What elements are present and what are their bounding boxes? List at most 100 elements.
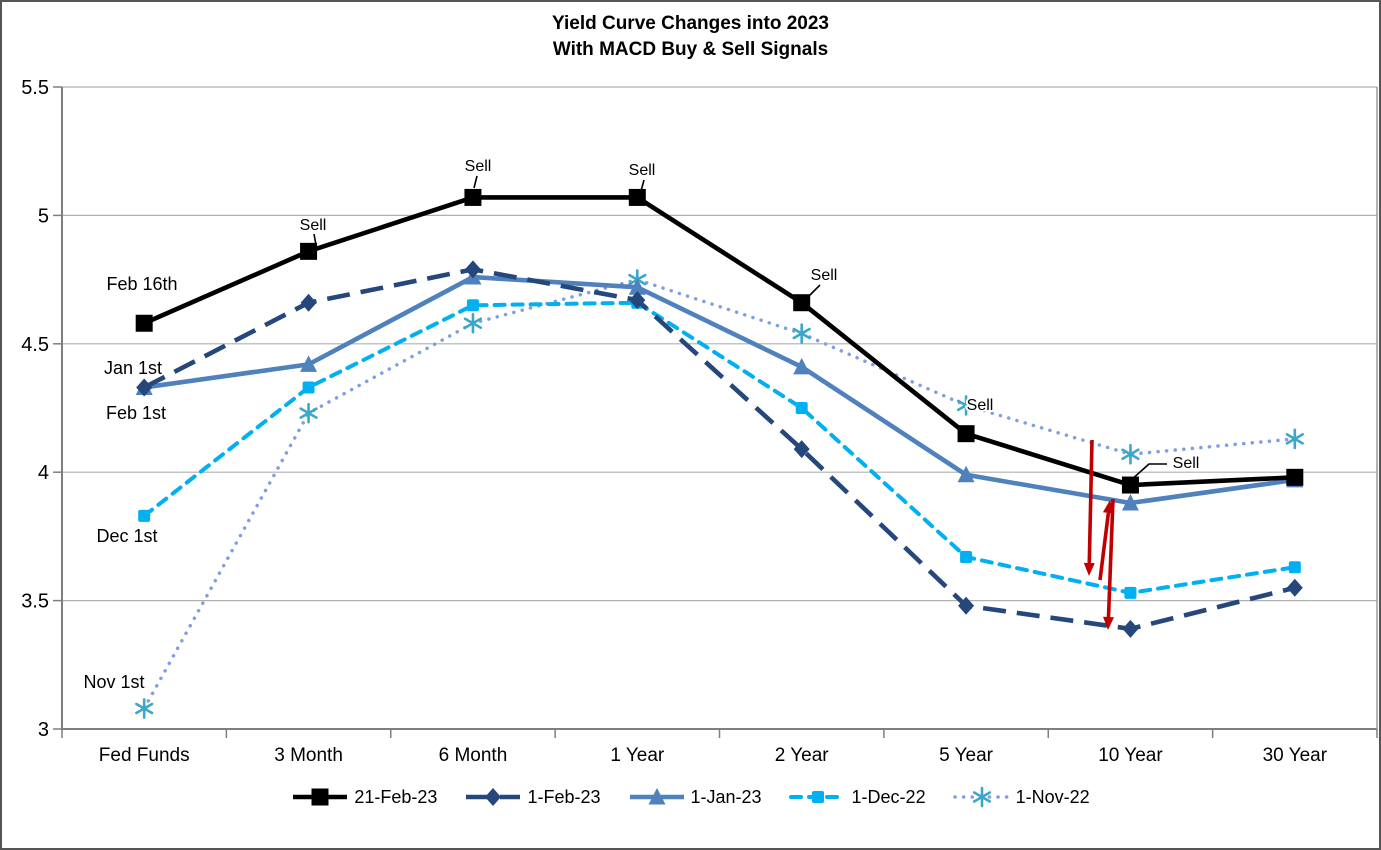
y-tick-label: 5 xyxy=(38,205,49,227)
data-point-marker xyxy=(302,381,315,394)
legend-marker-diamond-icon xyxy=(466,788,521,806)
sell-leader-line xyxy=(640,179,645,192)
series-1-Feb-23 xyxy=(136,260,1303,638)
data-point-marker xyxy=(793,294,811,312)
side-label: Dec 1st xyxy=(96,526,157,546)
side-label: Feb 16th xyxy=(106,274,177,294)
legend-label: 1-Dec-22 xyxy=(851,786,926,807)
legend-label: 1-Nov-22 xyxy=(1015,786,1090,807)
arrow-shaft xyxy=(1098,512,1111,581)
data-point-marker xyxy=(300,242,318,260)
data-point-marker xyxy=(1121,476,1139,494)
series-line xyxy=(143,267,1296,632)
data-point-marker xyxy=(485,788,502,806)
series-line xyxy=(142,277,1297,711)
x-tick-label: 6 Month xyxy=(439,745,508,766)
y-tick-label: 3.5 xyxy=(21,591,49,613)
series-line xyxy=(143,274,1296,506)
legend-label: 1-Jan-23 xyxy=(690,786,762,807)
legend-item-1-Dec-22: 1-Dec-22 xyxy=(788,785,926,809)
series-line xyxy=(142,300,1297,595)
data-point-marker xyxy=(136,378,153,397)
legend-label: 21-Feb-23 xyxy=(354,786,438,807)
data-point-marker xyxy=(648,788,665,805)
side-label: Jan 1st xyxy=(104,358,162,378)
legend-label: 1-Feb-23 xyxy=(527,786,601,807)
sell-label: Sell xyxy=(811,267,838,284)
data-point-marker xyxy=(1124,586,1137,599)
chart-title-line1: Yield Curve Changes into 2023 xyxy=(552,13,829,34)
data-point-marker xyxy=(1122,619,1139,638)
chart-title-line2: With MACD Buy & Sell Signals xyxy=(552,39,829,60)
sell-label: Sell xyxy=(300,217,327,234)
data-point-marker xyxy=(300,355,318,372)
legend-marker-triangle-icon xyxy=(629,788,684,805)
sell-leader-line xyxy=(1129,463,1167,482)
chart-title: Yield Curve Changes into 2023 With MACD … xyxy=(2,11,1379,63)
series-1-Nov-22 xyxy=(135,269,1304,719)
series-line xyxy=(143,195,1295,488)
arrow-shaft xyxy=(1106,498,1115,618)
data-point-marker xyxy=(972,791,991,803)
x-tick-label: 1 Year xyxy=(610,745,665,766)
data-point-marker xyxy=(960,550,973,563)
x-tick-label: 10 Year xyxy=(1098,745,1163,766)
data-point-marker xyxy=(1288,561,1301,574)
data-point-marker xyxy=(463,317,483,330)
legend-marker-asterisk-icon xyxy=(952,786,1011,808)
data-point-marker xyxy=(958,596,975,615)
y-tick-label: 3 xyxy=(38,719,49,741)
sell-leader-line xyxy=(473,175,478,189)
data-point-marker xyxy=(792,327,811,340)
data-point-marker xyxy=(1286,578,1303,597)
x-tick-label: 2 Year xyxy=(775,745,830,766)
data-point-marker xyxy=(138,509,151,522)
data-point-marker xyxy=(135,314,153,332)
legend-marker-square-small-icon xyxy=(788,791,847,803)
x-tick-label: 5 Year xyxy=(939,745,994,766)
x-tick-label: 30 Year xyxy=(1263,745,1328,766)
arrow-head xyxy=(1102,616,1114,630)
x-tick-label: 3 Month xyxy=(274,745,343,766)
series-1-Dec-22 xyxy=(138,296,1301,599)
macd-signal-arrow xyxy=(1102,498,1115,630)
legend-item-1-Feb-23: 1-Feb-23 xyxy=(464,785,601,809)
data-point-marker xyxy=(464,260,481,279)
y-tick-label: 5.5 xyxy=(21,77,49,99)
data-point-marker xyxy=(300,293,317,312)
arrow-shaft xyxy=(1087,439,1094,564)
sell-label: Sell xyxy=(1173,455,1200,472)
data-point-marker xyxy=(629,291,646,310)
data-point-marker xyxy=(957,425,975,443)
data-point-marker xyxy=(793,357,811,375)
data-point-marker xyxy=(299,407,318,419)
legend-item-1-Jan-23: 1-Jan-23 xyxy=(628,785,762,809)
sell-label: Sell xyxy=(629,162,656,179)
data-point-marker xyxy=(793,440,810,459)
data-point-marker xyxy=(956,399,976,412)
data-point-marker xyxy=(1121,494,1139,511)
data-point-marker xyxy=(1286,468,1304,486)
data-point-marker xyxy=(811,791,824,803)
arrow-head xyxy=(1083,562,1095,576)
series-21-Feb-23 xyxy=(135,188,1304,494)
x-tick-label: Fed Funds xyxy=(99,745,190,766)
legend-item-21-Feb-23: 21-Feb-23 xyxy=(291,785,437,809)
sell-leader-line xyxy=(807,284,821,298)
y-tick-label: 4 xyxy=(38,462,49,484)
data-point-marker xyxy=(1285,433,1304,445)
side-label: Feb 1st xyxy=(106,403,166,423)
sell-leader-line xyxy=(313,233,317,246)
y-tick-label: 4.5 xyxy=(21,334,49,356)
macd-signal-arrow xyxy=(1083,439,1095,576)
data-point-marker xyxy=(628,188,646,206)
side-label: Nov 1st xyxy=(83,672,144,692)
data-point-marker xyxy=(628,278,646,295)
legend-item-1-Nov-22: 1-Nov-22 xyxy=(952,785,1090,809)
sell-label: Sell xyxy=(967,397,994,414)
data-point-marker xyxy=(135,702,154,715)
data-point-marker xyxy=(1121,448,1140,461)
legend-marker-square-icon xyxy=(293,788,348,806)
data-point-marker xyxy=(466,299,479,312)
sell-label: Sell xyxy=(465,158,492,175)
